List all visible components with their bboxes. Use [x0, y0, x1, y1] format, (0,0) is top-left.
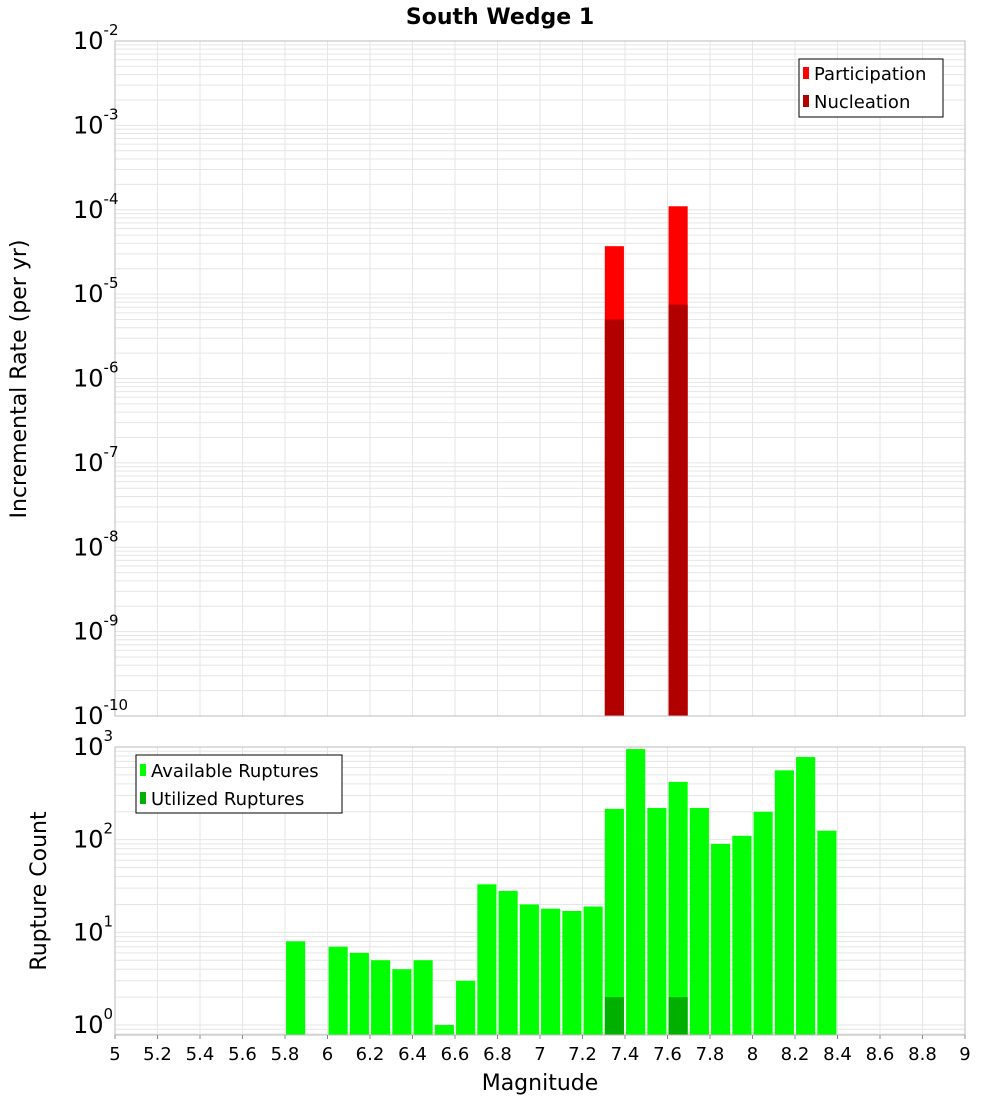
available-bar [286, 941, 306, 1035]
bottom-legend-swatch [140, 792, 146, 804]
top-legend-swatch [803, 95, 809, 107]
available-bar [477, 884, 497, 1035]
top-ytick-label: 10-9 [73, 612, 119, 646]
available-bar [583, 906, 603, 1035]
available-bar [328, 946, 348, 1035]
bottom-legend-label: Available Ruptures [151, 761, 319, 782]
nucleation-bar [668, 304, 688, 716]
x-tick-label: 5.2 [143, 1044, 172, 1065]
x-tick-label: 7.4 [611, 1044, 640, 1065]
x-tick-label: 6.4 [398, 1044, 427, 1065]
available-bar [626, 749, 646, 1035]
available-bar [711, 843, 731, 1035]
x-tick-label: 5 [109, 1044, 120, 1065]
bottom-legend-label: Utilized Ruptures [151, 789, 304, 810]
x-tick-label: 7.8 [696, 1044, 725, 1065]
x-tick-label: 7.6 [653, 1044, 682, 1065]
bottom-ytick-label: 103 [73, 727, 113, 761]
bottom-ytick-label: 100 [73, 1005, 113, 1039]
top-ytick-label: 10-3 [73, 105, 119, 139]
x-tick-label: 7 [534, 1044, 545, 1065]
available-bar [604, 808, 624, 1035]
x-tick-label: 8.2 [781, 1044, 810, 1065]
x-tick-label: 6.2 [356, 1044, 385, 1065]
x-tick-label: 8.6 [866, 1044, 895, 1065]
bottom-legend-box [135, 754, 343, 814]
available-bar [668, 781, 688, 1035]
x-tick-label: 8.4 [823, 1044, 852, 1065]
top-plot-frame [114, 40, 966, 717]
available-bar [371, 960, 391, 1035]
top-legend: Participation Nucleation [798, 58, 944, 118]
top-ytick-label: 10-6 [73, 359, 119, 393]
x-tick-label: 7.2 [568, 1044, 597, 1065]
top-ylabel: Incremental Rate (per yr) [7, 240, 32, 519]
x-tick-label: 5.4 [186, 1044, 215, 1065]
available-bar [434, 1025, 454, 1035]
available-bar [456, 980, 476, 1035]
x-tick-label: 5.8 [271, 1044, 300, 1065]
top-grid [114, 41, 966, 717]
available-bar [349, 952, 369, 1035]
chart-title: South Wedge 1 [406, 5, 594, 30]
available-bar [413, 960, 433, 1035]
nucleation-bar [604, 319, 624, 716]
available-bar [796, 756, 816, 1035]
bottom-legend-swatch [140, 764, 146, 776]
available-bar [753, 811, 773, 1035]
available-bar [774, 770, 794, 1035]
available-bar [562, 910, 582, 1035]
top-ytick-label: 10-4 [73, 190, 119, 224]
x-tick-label: 6 [322, 1044, 333, 1065]
available-bar [541, 908, 561, 1035]
top-legend-label: Participation [814, 64, 926, 85]
available-bar [647, 807, 667, 1035]
x-tick-label: 8 [747, 1044, 758, 1065]
top-ytick-label: 10-2 [73, 21, 119, 55]
bottom-legend: Available Ruptures Utilized Ruptures [135, 754, 343, 814]
top-ytick-label: 10-8 [73, 527, 119, 561]
top-legend-label: Nucleation [814, 92, 910, 113]
bottom-ytick-label: 102 [73, 820, 113, 854]
x-tick-label: 8.8 [908, 1044, 937, 1065]
x-axis-label: Magnitude [482, 1071, 599, 1096]
x-tick-label: 6.8 [483, 1044, 512, 1065]
available-bar [498, 890, 518, 1035]
top-ytick-label: 10-10 [73, 696, 128, 730]
bottom-ytick-label: 101 [73, 912, 113, 946]
available-bar [519, 904, 539, 1035]
available-bar [817, 830, 837, 1035]
available-bar [732, 835, 752, 1035]
top-ytick-label: 10-7 [73, 443, 119, 477]
bottom-ylabel: Rupture Count [27, 811, 52, 971]
utilized-bar [604, 997, 624, 1035]
utilized-bar [668, 997, 688, 1035]
available-bar [392, 969, 412, 1035]
top-legend-swatch [803, 67, 809, 79]
top-legend-box [798, 58, 944, 118]
top-ytick-label: 10-5 [73, 274, 119, 308]
x-tick-label: 5.6 [228, 1044, 257, 1065]
available-bar [689, 807, 709, 1035]
x-tick-label: 6.6 [441, 1044, 470, 1065]
x-tick-label: 9 [959, 1044, 970, 1065]
